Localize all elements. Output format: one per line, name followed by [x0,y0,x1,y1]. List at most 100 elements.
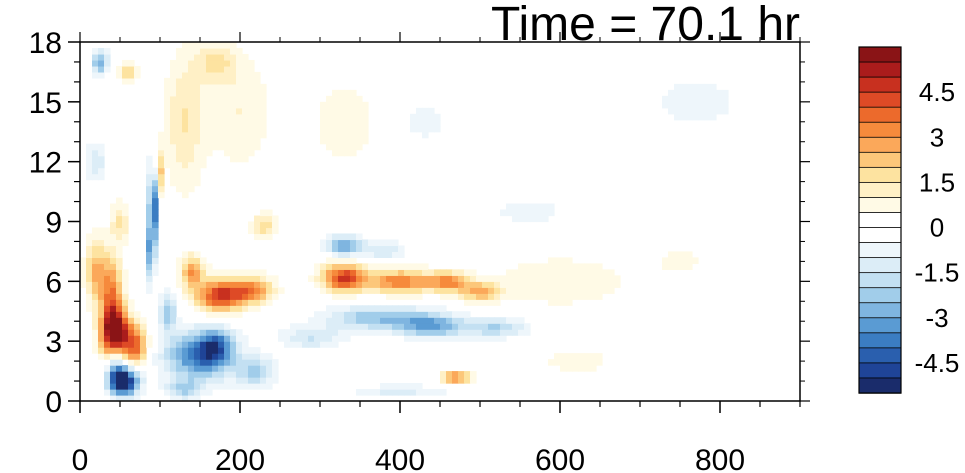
heatmap-cell [464,269,471,276]
heatmap-cell [512,215,519,223]
heatmap-cell [182,251,189,258]
heatmap-cell [122,77,129,85]
colorbar-swatch [858,362,902,379]
heatmap-cell [326,311,333,318]
heatmap-cell [404,263,411,270]
heatmap-cell [164,107,171,115]
heatmap-cell [488,275,495,282]
heatmap-cell [116,383,123,390]
heatmap-cell [446,335,453,342]
heatmap-cell [218,281,225,288]
heatmap-cell [566,299,573,306]
heatmap-cell [308,317,315,324]
heatmap-cell [272,221,279,229]
heatmap-cell [230,275,237,282]
heatmap-cell [260,275,267,282]
heatmap-cell [710,113,717,121]
heatmap-cell [446,329,453,336]
heatmap-cell [500,281,507,288]
heatmap-cell [194,119,201,127]
heatmap-cell [236,119,243,127]
heatmap-cell [458,293,465,300]
heatmap-cell [446,293,453,300]
heatmap-cell [704,101,711,109]
heatmap-cell [176,77,183,85]
heatmap-cell [92,161,99,169]
heatmap-cell [542,281,549,288]
heatmap-cell [716,101,723,109]
heatmap-cell [398,323,405,330]
heatmap-cell [92,167,99,175]
heatmap-cell [356,287,363,294]
heatmap-cell [194,251,201,258]
heatmap-cell [320,281,327,288]
heatmap-cell [224,107,231,115]
heatmap-cell [122,59,129,67]
heatmap-cell [554,287,561,294]
heatmap-cell [410,281,417,288]
heatmap-cell [392,389,399,396]
heatmap-cell [212,377,219,384]
heatmap-cell [236,305,243,312]
heatmap-cell [218,377,225,384]
heatmap-cell [422,323,429,330]
heatmap-cell [386,263,393,270]
heatmap-cell [662,263,669,270]
heatmap-cell [326,263,333,270]
heatmap-cell [134,347,141,354]
heatmap-cell [416,269,423,276]
heatmap-cell [548,257,555,264]
heatmap-cell [356,131,363,139]
heatmap-cell [344,329,351,336]
heatmap-cell [206,42,213,49]
heatmap-cell [116,233,123,241]
heatmap-cell [104,353,111,360]
heatmap-cell [398,317,405,324]
heatmap-cell [212,83,219,91]
heatmap-cell [422,107,429,115]
heatmap-cell [548,263,555,270]
heatmap-cell [92,347,99,354]
heatmap-cell [134,311,141,318]
heatmap-cell [452,317,459,324]
heatmap-cell [212,77,219,85]
heatmap-cell [224,341,231,348]
heatmap-cell [230,341,237,348]
heatmap-cell [392,317,399,324]
heatmap-cell [224,305,231,312]
heatmap-cell [110,371,117,378]
heatmap-cell [158,293,165,300]
heatmap-cell [356,233,363,241]
heatmap-cell [170,107,177,115]
heatmap-cell [200,137,207,145]
heatmap-cell [236,359,243,366]
heatmap-cell [350,311,357,318]
heatmap-cell [140,335,147,342]
heatmap-cell [338,323,345,330]
heatmap-cell [416,389,423,396]
heatmap-cell [152,221,159,229]
heatmap-cell [128,329,135,336]
heatmap-cell [86,143,93,151]
heatmap-cell [110,317,117,324]
heatmap-cell [182,53,189,61]
heatmap-cell [446,287,453,294]
heatmap-cell [248,143,255,151]
heatmap-cell [86,305,93,312]
heatmap-cell [326,287,333,294]
heatmap-cell [176,185,183,193]
heatmap-cell [242,299,249,306]
heatmap-cell [170,95,177,103]
heatmap-cell [182,353,189,360]
heatmap-cell [188,383,195,390]
heatmap-cell [308,275,315,282]
heatmap-cell [98,311,105,318]
heatmap-cell [236,353,243,360]
heatmap-cell [278,335,285,342]
heatmap-cell [212,275,219,282]
heatmap-cell [104,245,111,253]
heatmap-cell [212,107,219,115]
heatmap-cell [596,353,603,360]
heatmap-cell [260,113,267,121]
heatmap-cell [206,113,213,121]
